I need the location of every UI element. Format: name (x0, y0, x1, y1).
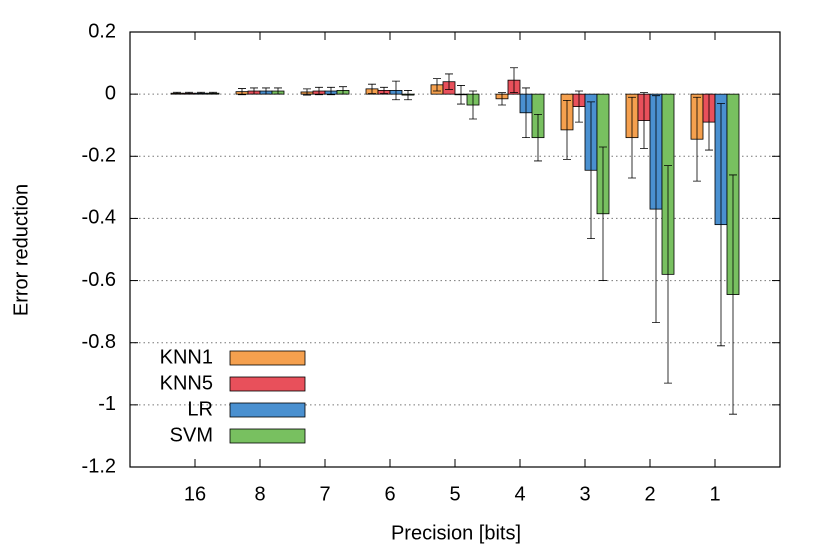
error-bar (729, 174, 737, 415)
x-tick-label: 8 (254, 483, 265, 505)
error-bar (469, 90, 477, 120)
legend-label: KNN1 (160, 346, 213, 368)
error-bar (457, 85, 465, 105)
error-bar (315, 86, 323, 96)
error-bar (209, 91, 217, 95)
y-tick-label: 0 (105, 82, 116, 104)
x-tick-label: 4 (514, 483, 525, 505)
error-bar (575, 90, 583, 123)
y-axis-title: Error reduction (10, 184, 32, 316)
x-tick-label: 6 (384, 483, 395, 505)
error-bar (238, 88, 246, 96)
error-bar (563, 99, 571, 160)
legend-swatch (229, 376, 306, 392)
error-bar (510, 67, 518, 93)
error-bar (693, 96, 701, 182)
error-bar (717, 103, 725, 347)
y-tick-label: -0.2 (82, 145, 116, 167)
error-bar (628, 96, 636, 179)
error-bar (404, 90, 412, 101)
error-bar (599, 146, 607, 281)
x-tick-label: 2 (644, 483, 655, 505)
legend-label: KNN5 (160, 372, 213, 394)
error-bar (664, 165, 672, 384)
error-bar (522, 87, 530, 139)
error-bar (197, 91, 205, 95)
error-bar (392, 80, 400, 101)
error-bar (640, 92, 648, 149)
y-tick-label: -0.8 (82, 331, 116, 353)
x-tick-label: 1 (709, 483, 720, 505)
x-axis-title: Precision [bits] (391, 522, 521, 544)
error-bar (250, 87, 258, 95)
legend-swatch (229, 428, 306, 444)
error-bar (262, 87, 270, 95)
error-bar (339, 86, 347, 95)
y-tick-label: -1 (98, 393, 116, 415)
legend-swatch (229, 350, 306, 366)
x-tick-label: 3 (579, 483, 590, 505)
error-bar (303, 88, 311, 96)
error-bar (368, 83, 376, 94)
error-bar (274, 87, 282, 95)
error-bar (587, 101, 595, 240)
error-bar (705, 93, 713, 151)
error-bar (433, 78, 441, 92)
y-tick-label: -0.6 (82, 269, 116, 291)
error-bar (185, 91, 193, 95)
legend-label: LR (187, 398, 213, 420)
legend-label: SVM (170, 424, 213, 446)
x-tick-label: 7 (319, 483, 330, 505)
y-tick-label: -1.2 (82, 455, 116, 477)
legend-swatch (229, 402, 306, 418)
plot-frame (129, 31, 781, 468)
x-tick-label: 16 (184, 483, 206, 505)
error-bar (173, 91, 181, 95)
x-tick-label: 5 (449, 483, 460, 505)
y-tick-label: -0.4 (82, 207, 116, 229)
error-bar (327, 86, 335, 96)
y-tick-label: 0.2 (88, 20, 116, 42)
error-bar (534, 113, 542, 162)
error-bar (652, 95, 660, 323)
error-bar (380, 86, 388, 94)
error-bar (445, 73, 453, 90)
error-bar (498, 92, 506, 106)
